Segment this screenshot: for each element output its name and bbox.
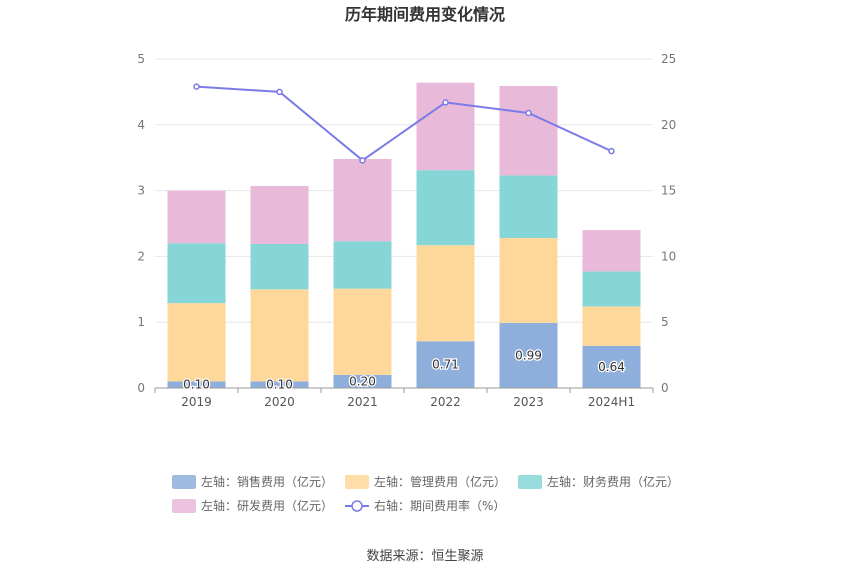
legend-item: 右轴：期间费用率（%） <box>345 498 505 513</box>
y-right-tick-label: 10 <box>661 249 676 263</box>
legend-swatch <box>172 475 196 489</box>
rate-point <box>359 157 366 164</box>
data-labels: 0.10 0.10 0.20 0.71 0.99 0.64 <box>182 347 626 393</box>
bar-segment <box>582 345 641 388</box>
rate-point <box>442 99 449 106</box>
bar-segment <box>333 374 392 388</box>
y-right-tick-label: 15 <box>661 184 676 198</box>
legend-label: 左轴：财务费用（亿元） <box>547 474 679 489</box>
bar-segment <box>416 245 475 342</box>
bar-segment <box>250 185 309 244</box>
bar-segment <box>167 303 226 382</box>
x-tick-label: 2021 <box>347 395 378 409</box>
legend-swatch <box>345 475 369 489</box>
source-note: 数据来源：恒生聚源 <box>366 549 483 564</box>
bar-segment <box>333 288 392 375</box>
bar-segment <box>499 322 558 388</box>
bar-segment <box>499 237 558 323</box>
bar-segment <box>582 271 641 307</box>
bar-segment <box>333 159 392 242</box>
bar-segment <box>250 289 309 382</box>
y-left-tick-label: 0 <box>137 381 145 395</box>
legend-item: 左轴：管理费用（亿元） <box>345 474 506 489</box>
bar-segment <box>167 190 226 244</box>
x-tick-label: 2022 <box>430 395 461 409</box>
y-left-tick-label: 4 <box>137 118 145 132</box>
y-left-tick-label: 5 <box>137 52 145 66</box>
y-right-tick-label: 25 <box>661 52 676 66</box>
grid <box>155 58 653 323</box>
bar-segment <box>582 230 641 272</box>
legend-swatch <box>518 475 542 489</box>
bar-segment <box>499 85 558 176</box>
axes: 0 1 2 3 4 5 0 5 10 15 20 25 2019 2020 2021 2022 2023 2024… <box>137 52 676 409</box>
x-tick-label: 2024H1 <box>588 395 635 409</box>
bar-segment <box>416 170 475 246</box>
y-right-tick-label: 0 <box>661 381 669 395</box>
bar-segment <box>582 306 641 346</box>
legend-item: 左轴：财务费用（亿元） <box>518 474 679 489</box>
y-left-tick-label: 1 <box>137 315 145 329</box>
legend-label: 左轴：管理费用（亿元） <box>374 474 506 489</box>
bar-segment <box>167 381 226 388</box>
data-label: 0.10 <box>266 378 293 392</box>
data-label: 0.10 <box>183 378 210 392</box>
data-label: 0.20 <box>349 374 376 388</box>
x-tick-label: 2020 <box>264 395 295 409</box>
data-label: 0.64 <box>598 360 625 374</box>
legend: 左轴：销售费用（亿元） 左轴：管理费用（亿元） 左轴：财务费用（亿元） 左轴：研发费用… <box>172 474 679 513</box>
legend-label: 左轴：销售费用（亿元） <box>201 474 333 489</box>
bar-segment <box>167 243 226 304</box>
chart-title: 历年期间费用变化情况 <box>345 5 505 24</box>
bar-segment <box>499 175 558 238</box>
y-right-tick-label: 20 <box>661 118 676 132</box>
legend-item: 左轴：研发费用（亿元） <box>172 498 333 513</box>
bar-segment <box>250 381 309 388</box>
data-label: 0.71 <box>432 358 459 372</box>
bar-segment <box>333 241 392 289</box>
rate-point <box>276 88 283 96</box>
bars <box>167 82 641 388</box>
legend-label: 右轴：期间费用率（%） <box>374 498 505 513</box>
x-tick-label: 2023 <box>513 395 544 409</box>
legend-swatch <box>172 499 196 513</box>
legend-label: 左轴：研发费用（亿元） <box>201 498 333 513</box>
rate-line-path <box>196 85 612 162</box>
legend-item: 左轴：销售费用（亿元） <box>172 474 333 489</box>
bar-segment <box>250 243 309 290</box>
bar-segment <box>416 82 475 171</box>
bar-segment <box>416 341 475 388</box>
legend-swatch-marker <box>351 500 363 512</box>
x-tick-label: 2019 <box>181 395 212 409</box>
y-left-tick-label: 3 <box>137 184 145 198</box>
rate-point <box>525 109 532 117</box>
data-label: 0.99 <box>515 348 542 362</box>
y-right-tick-label: 5 <box>661 315 669 329</box>
rate-line <box>193 83 615 164</box>
rate-point <box>193 83 200 90</box>
rate-point <box>608 147 615 155</box>
y-left-tick-label: 2 <box>137 249 145 263</box>
